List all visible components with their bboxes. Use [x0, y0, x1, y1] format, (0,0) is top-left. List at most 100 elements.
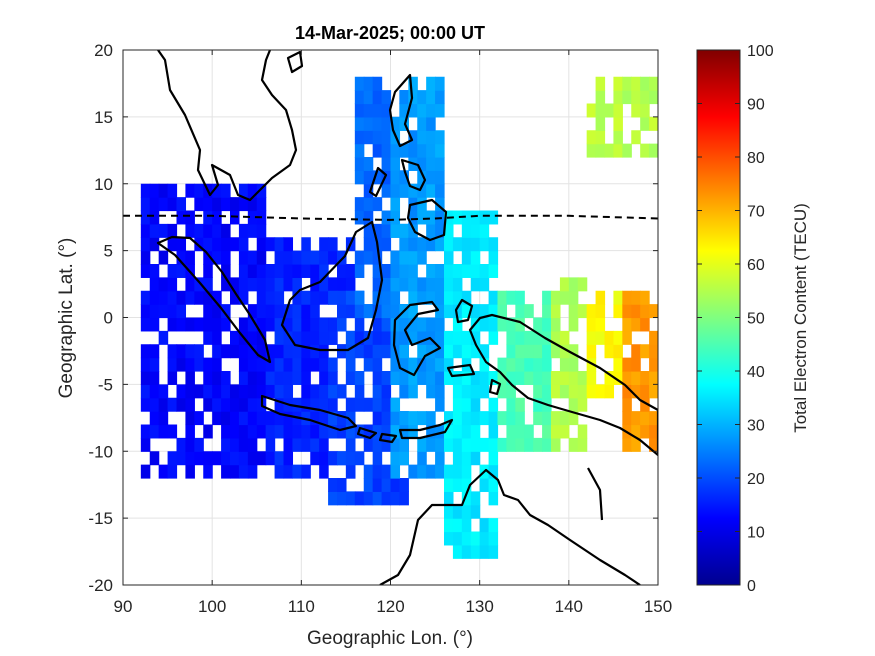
tec-cell	[292, 437, 302, 452]
tec-cell	[452, 277, 463, 292]
tec-cell	[390, 264, 401, 278]
tec-cell	[328, 250, 338, 265]
tec-cell	[568, 304, 579, 319]
tec-cell	[559, 424, 570, 439]
tec-cell	[363, 464, 374, 479]
tec-cell	[354, 264, 365, 278]
tec-cell	[613, 90, 623, 105]
tec-cell	[390, 116, 401, 131]
tec-cell	[435, 264, 445, 278]
tec-cell	[426, 170, 436, 185]
tec-cell	[399, 250, 409, 265]
tec-cell	[354, 451, 365, 466]
tec-cell	[488, 237, 499, 252]
tec-cell	[310, 397, 320, 412]
tec-cell	[435, 290, 445, 305]
tec-cell	[256, 264, 267, 278]
tec-cell	[372, 478, 383, 492]
tec-cell	[613, 103, 623, 118]
tec-cell	[238, 344, 249, 359]
tec-cell	[497, 437, 508, 452]
tec-cell	[381, 290, 392, 305]
tec-cell	[238, 411, 249, 426]
tec-cell	[506, 424, 516, 439]
tec-cell	[435, 464, 445, 479]
y-tick-label: -10	[88, 442, 113, 461]
tec-cell	[292, 464, 302, 479]
tec-cell	[354, 157, 365, 171]
tec-cell	[461, 478, 472, 492]
tec-cell	[176, 397, 187, 412]
tec-cell	[515, 317, 525, 332]
tec-cell	[265, 371, 276, 385]
tec-cell	[426, 183, 436, 198]
tec-cell	[354, 197, 365, 212]
tec-cell	[497, 304, 508, 319]
tec-cell	[488, 250, 499, 265]
tec-cell	[372, 264, 383, 278]
tec-cell	[328, 491, 338, 506]
tec-cell	[452, 504, 463, 519]
tec-cell	[292, 277, 302, 292]
tec-cell	[185, 317, 195, 332]
tec-cell	[310, 330, 320, 345]
tec-cell	[274, 464, 285, 479]
tec-cell	[417, 411, 427, 426]
tec-cell	[194, 437, 204, 452]
tec-cell	[301, 357, 311, 372]
tec-cell	[194, 451, 204, 466]
tec-cell	[417, 250, 427, 265]
tec-cell	[461, 371, 472, 385]
tec-cell	[435, 103, 445, 118]
tec-cell	[452, 478, 463, 492]
tec-cell	[461, 250, 472, 265]
tec-cell	[185, 384, 195, 399]
tec-cell	[452, 290, 463, 305]
tec-cell	[551, 290, 561, 305]
tec-cell	[372, 424, 383, 439]
tec-cell	[399, 170, 409, 185]
tec-cell	[221, 197, 231, 212]
tec-cell	[390, 371, 401, 385]
tec-cell	[149, 424, 160, 439]
tec-cell	[444, 424, 454, 439]
tec-cell	[149, 371, 160, 385]
tec-cell	[408, 290, 418, 305]
tec-cell	[390, 424, 401, 439]
tec-cell	[301, 304, 311, 319]
tec-cell	[140, 371, 151, 385]
tec-cell	[176, 290, 187, 305]
tec-cell	[452, 464, 463, 479]
tec-cell	[470, 223, 481, 238]
tec-cell	[426, 411, 436, 426]
tec-cell	[444, 411, 454, 426]
tec-cell	[185, 464, 195, 479]
tec-cell	[568, 384, 579, 399]
tec-cell	[452, 384, 463, 399]
tec-cell	[506, 330, 516, 345]
tec-cell	[426, 116, 436, 131]
tec-cell	[381, 437, 392, 452]
tec-cell	[230, 277, 240, 292]
y-tick-label: 0	[104, 309, 113, 328]
tec-cell	[515, 330, 525, 345]
tec-cell	[310, 304, 320, 319]
colorbar-tick-label: 100	[747, 43, 774, 60]
tec-cell	[274, 371, 285, 385]
tec-cell	[542, 437, 552, 452]
x-tick-label: 140	[555, 597, 583, 616]
tec-cell	[247, 223, 258, 238]
tec-cell	[506, 437, 516, 452]
tec-cell	[381, 478, 392, 492]
tec-cell	[595, 304, 606, 319]
tec-cell	[586, 317, 597, 332]
tec-cell	[372, 143, 383, 158]
tec-cell	[640, 76, 650, 91]
tec-cell	[310, 290, 320, 305]
tec-cell	[524, 357, 534, 372]
tec-cell	[140, 304, 151, 319]
tec-cell	[444, 250, 454, 265]
tec-cell	[328, 451, 338, 466]
tec-cell	[408, 103, 418, 118]
tec-cell	[256, 237, 267, 252]
